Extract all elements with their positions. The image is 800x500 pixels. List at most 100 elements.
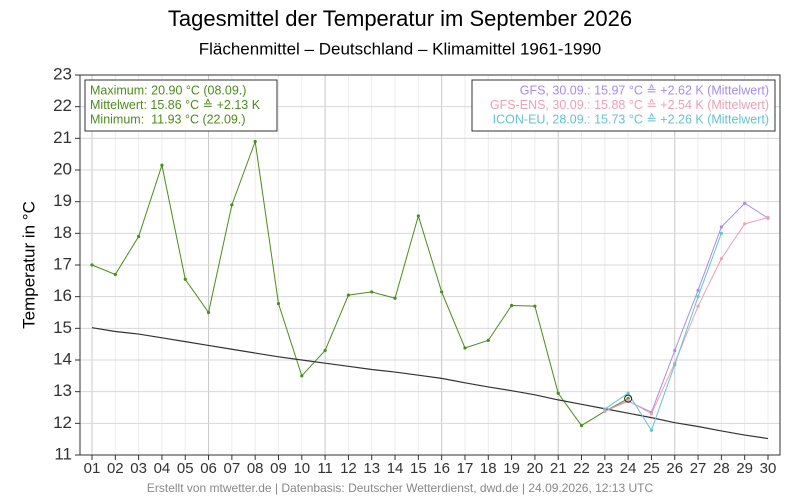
legend-entry: GFS-ENS, 30.09.: 15.88 °C ≙ +2.54 K (Mit… [490,98,769,112]
chart-title: Tagesmittel der Temperatur im September … [168,6,632,31]
stats-text: Mittelwert: 15.86 °C ≙ +2.13 K [90,98,261,112]
x-tick-label: 21 [550,460,567,477]
y-axis-label: Temperatur in °C [19,201,38,329]
y-tick-label: 23 [53,64,72,83]
data-point [743,201,747,205]
x-tick-label: 17 [457,460,474,477]
data-point [556,391,560,395]
x-tick-label: 26 [666,460,683,477]
data-point [626,391,630,395]
data-point [183,277,187,281]
x-tick-label: 22 [573,460,590,477]
y-tick-label: 20 [53,159,72,178]
x-tick-label: 27 [690,460,707,477]
data-point [626,398,630,403]
y-tick-label: 21 [53,128,72,147]
y-tick-label: 11 [54,444,72,463]
data-point [346,293,351,297]
y-tick-label: 19 [53,191,72,210]
x-tick-label: 20 [527,460,544,477]
series-line [604,217,769,415]
data-point [743,222,747,226]
x-tick-label: 12 [340,460,357,477]
x-tick-label: 18 [480,460,497,477]
data-point [533,304,537,308]
data-point [719,257,723,261]
x-tick-label: 13 [363,460,380,477]
x-tick-label: 30 [760,460,777,477]
x-tick-label: 05 [177,460,194,477]
x-tick-label: 01 [84,460,101,477]
stats-box [84,79,278,132]
x-tick-label: 04 [154,460,171,477]
data-point [440,290,444,294]
legend-box [471,79,776,132]
y-tick-label: 13 [53,381,72,400]
stats-text: Maximum: 20.90 °C (08.09.) [90,83,246,97]
y-tick-label: 15 [53,318,72,337]
data-point [673,348,677,353]
x-tick-label: 09 [270,460,287,477]
y-tick-label: 22 [53,96,72,115]
x-tick-label: 14 [387,460,404,477]
data-point [579,423,584,428]
data-point [137,234,141,239]
x-tick-label: 08 [247,460,264,477]
x-tick-label: 23 [596,460,613,477]
x-tick-label: 25 [643,460,660,477]
chart-subtitle: Flächenmittel – Deutschland – Klimamitte… [199,39,602,58]
y-tick-label: 16 [53,286,72,305]
data-point [603,409,607,413]
data-point [393,296,397,300]
legend-entry: GFS, 30.09.: 15.97 °C ≙ +2.62 K (Mittelw… [520,83,769,97]
data-point [766,215,770,220]
data-point [276,302,281,306]
data-point [206,310,211,315]
data-point [463,346,467,350]
series-line [91,141,629,427]
data-point [719,225,723,229]
x-tick-label: 10 [293,460,310,477]
y-tick-label: 12 [53,413,72,432]
footer: Erstellt von mtwetter.de | Datenbasis: D… [147,481,654,495]
x-tick-label: 16 [433,460,450,477]
data-point [509,303,514,308]
data-point [696,295,700,299]
series-line [604,233,722,432]
data-point [649,412,654,416]
legend-entry: ICON-EU, 28.09.: 15.73 °C ≙ +2.26 K (Mit… [493,112,769,126]
data-point [323,348,327,353]
last-observation [624,394,633,403]
data-point [603,407,607,411]
data-point [230,203,234,207]
x-tick-label: 29 [736,460,753,477]
stats-text: Minimum: 11.93 °C (22.09.) [90,112,246,126]
data-point [300,374,304,378]
y-tick-label: 18 [53,223,72,242]
x-tick-label: 07 [224,460,241,477]
x-tick-label: 15 [410,460,427,477]
x-tick-label: 11 [317,460,333,477]
x-tick-label: 06 [200,460,217,477]
data-point [253,139,257,144]
x-tick-label: 24 [620,460,637,477]
data-point [416,214,420,218]
data-point [370,290,374,294]
x-tick-label: 28 [713,460,730,477]
plot-frame [79,74,781,456]
data-point [160,163,164,167]
data-point [673,363,677,367]
data-point [696,288,700,292]
data-point [649,428,654,432]
x-tick-label: 03 [130,460,147,477]
data-point [719,231,723,235]
data-point [113,272,117,277]
x-tick-label: 19 [503,460,520,477]
data-point [486,338,490,342]
x-tick-label: 02 [107,460,124,477]
data-point [90,263,94,267]
y-tick-label: 14 [53,349,72,368]
data-point [696,304,700,308]
y-tick-label: 17 [53,254,72,273]
